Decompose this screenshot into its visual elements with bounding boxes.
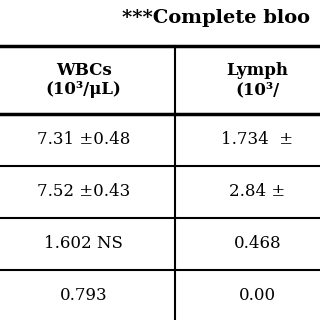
Text: 1.602 NS: 1.602 NS bbox=[44, 236, 123, 252]
Text: ***Complete bloo: ***Complete bloo bbox=[122, 9, 310, 27]
Text: 7.52 ±0.43: 7.52 ±0.43 bbox=[37, 183, 130, 201]
Text: Lymph
(10³/: Lymph (10³/ bbox=[227, 62, 289, 98]
Text: 1.734  ±: 1.734 ± bbox=[221, 132, 293, 148]
Text: 0.793: 0.793 bbox=[60, 287, 107, 305]
Text: 2.84 ±: 2.84 ± bbox=[229, 183, 286, 201]
Text: 0.468: 0.468 bbox=[234, 236, 281, 252]
Text: WBCs
(10³/μL): WBCs (10³/μL) bbox=[45, 62, 121, 98]
Text: 7.31 ±0.48: 7.31 ±0.48 bbox=[37, 132, 130, 148]
Text: 0.00: 0.00 bbox=[239, 287, 276, 305]
